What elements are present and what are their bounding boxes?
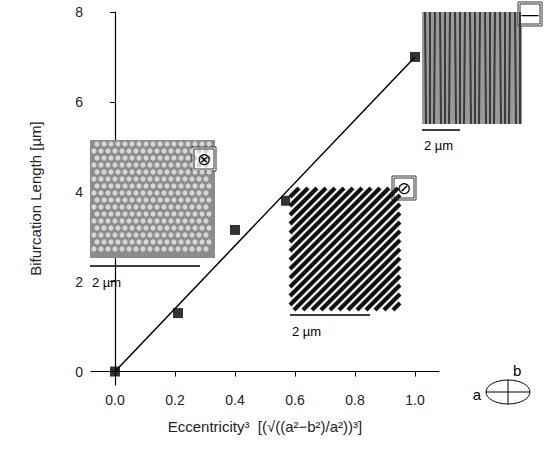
svg-text:6: 6	[75, 94, 83, 110]
svg-text:a: a	[473, 386, 482, 403]
svg-text:0.8: 0.8	[345, 392, 365, 408]
svg-text:0.6: 0.6	[285, 392, 305, 408]
svg-text:2 µm: 2 µm	[424, 138, 453, 153]
svg-text:1.0: 1.0	[405, 392, 425, 408]
svg-text:⊗: ⊗	[197, 150, 211, 169]
svg-text:0.0: 0.0	[105, 392, 125, 408]
svg-text:2: 2	[75, 274, 83, 290]
svg-text:—: —	[522, 5, 539, 24]
svg-text:0.4: 0.4	[225, 392, 245, 408]
svg-text:Bifurcation Length [µm]: Bifurcation Length [µm]	[27, 121, 44, 276]
svg-text:2 µm: 2 µm	[92, 275, 121, 290]
svg-text:4: 4	[75, 184, 83, 200]
svg-text:8: 8	[75, 4, 83, 20]
svg-text:2 µm: 2 µm	[292, 324, 321, 339]
svg-text:0.2: 0.2	[165, 392, 185, 408]
svg-text:⊘: ⊘	[397, 179, 411, 198]
svg-text:Eccentricity³ [(√((a²−b²)/a²): Eccentricity³ [(√((a²−b²)/a²))³]	[168, 418, 363, 435]
svg-text:b: b	[513, 362, 521, 379]
svg-text:0: 0	[75, 364, 83, 380]
